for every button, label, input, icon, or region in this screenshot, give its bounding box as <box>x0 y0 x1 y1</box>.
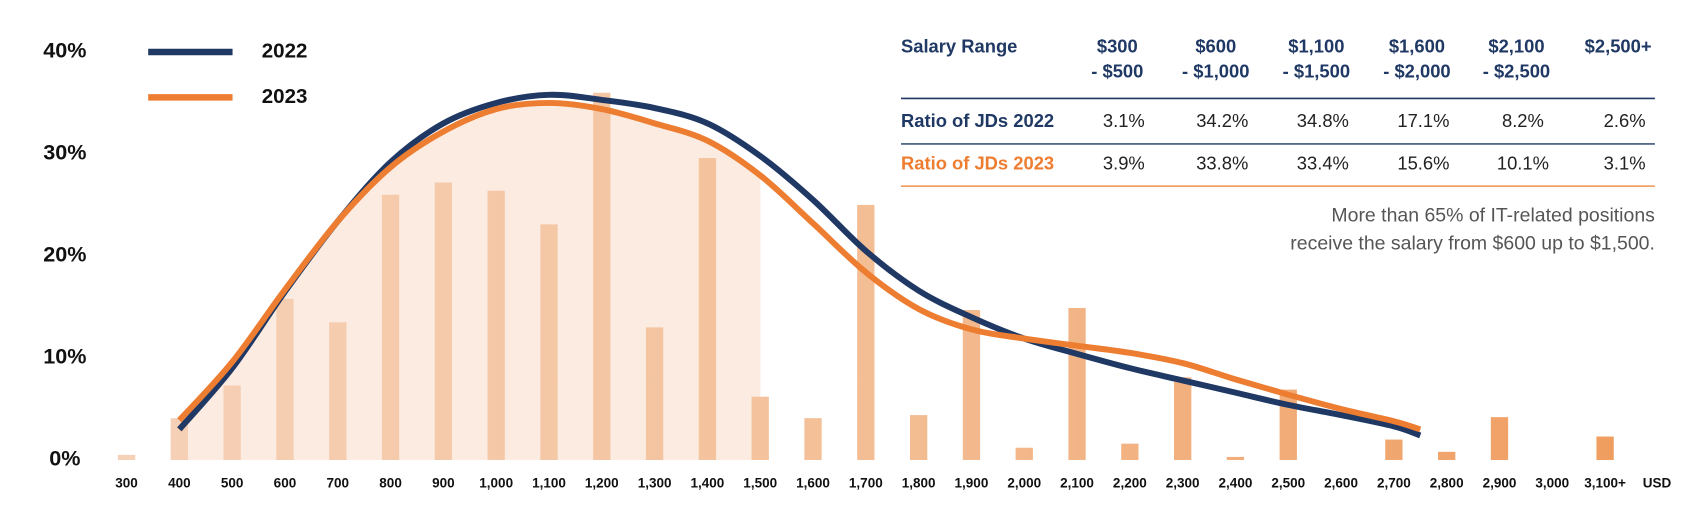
bar <box>381 194 400 460</box>
table-cell: 15.6% <box>1397 152 1449 173</box>
legend-label: 2023 <box>262 85 308 108</box>
bar <box>1068 307 1086 460</box>
table-header: - $1,000 <box>1182 60 1249 81</box>
bar <box>1596 436 1614 460</box>
table-row-label: Ratio of JDs 2023 <box>901 152 1054 173</box>
legend-label: 2022 <box>262 39 308 62</box>
x-tick-label: 1,900 <box>955 475 989 490</box>
table-cell: 3.9% <box>1103 152 1145 173</box>
bar <box>329 322 347 460</box>
x-tick-label: 1,200 <box>585 475 619 490</box>
table-cell: 34.8% <box>1297 110 1349 131</box>
bar <box>276 298 294 460</box>
x-tick-label: 600 <box>274 475 297 490</box>
bar <box>1015 447 1033 460</box>
table-cell: 2.6% <box>1604 110 1646 131</box>
line <box>177 99 1422 433</box>
x-tick-label: 1,300 <box>638 475 672 490</box>
bar <box>540 224 558 460</box>
x-tick-label: 2,600 <box>1324 475 1358 490</box>
x-tick-label: 2,400 <box>1219 475 1253 490</box>
x-tick-label: 700 <box>326 475 349 490</box>
y-tick-label: 10% <box>43 344 86 369</box>
table-header: $2,100 <box>1488 35 1544 56</box>
x-tick-label: 900 <box>432 475 455 490</box>
table-cell: 3.1% <box>1604 152 1646 173</box>
note: More than 65% of IT-related positions <box>1331 205 1655 227</box>
table-header: - $2,000 <box>1383 60 1450 81</box>
x-tick-label: 2,100 <box>1060 475 1094 490</box>
x-tick-label: 2,700 <box>1377 475 1411 490</box>
bar <box>962 310 981 460</box>
x-tick-label: 2,000 <box>1007 475 1041 490</box>
x-tick-label: 1,800 <box>902 475 936 490</box>
bar <box>909 415 928 460</box>
shaded-area <box>179 102 761 460</box>
x-tick-label: 3,100+ <box>1584 475 1626 490</box>
table-header: $2,500+ <box>1585 35 1652 56</box>
plot: 0% 10% 20% 30% 40% 300 400 500 600 700 800 900 1,000… <box>43 35 1671 490</box>
table-cell: 33.4% <box>1297 152 1349 173</box>
x-tick-label: 1,100 <box>532 475 566 490</box>
table-header: $1,100 <box>1288 35 1344 56</box>
x-tick-label: 2,900 <box>1483 475 1517 490</box>
table-header: - $500 <box>1091 60 1143 81</box>
y-tick-label: 40% <box>43 38 86 63</box>
table-header: $600 <box>1195 35 1236 56</box>
x-tick-label: 1,400 <box>691 475 725 490</box>
y-tick-label: 30% <box>43 140 86 165</box>
bar <box>487 190 505 460</box>
bar <box>698 158 717 460</box>
bar <box>1121 443 1139 460</box>
table-cell: 10.1% <box>1497 152 1549 173</box>
bar <box>1226 456 1245 460</box>
y-tick-label: 20% <box>43 242 86 267</box>
x-tick-label: 800 <box>379 475 402 490</box>
bar <box>434 182 453 460</box>
y-tick-label: 0% <box>49 446 80 471</box>
x-tick-label: 1,700 <box>849 475 883 490</box>
table-cell: 8.2% <box>1502 110 1544 131</box>
table-header: $1,600 <box>1389 35 1445 56</box>
x-unit: USD <box>1643 475 1672 490</box>
x-tick-label: 2,300 <box>1166 475 1200 490</box>
x-tick-label: 3,000 <box>1535 475 1569 490</box>
bar <box>593 92 611 460</box>
bar <box>117 454 136 460</box>
table-header: - $2,500 <box>1483 60 1550 81</box>
table-cell: 17.1% <box>1397 110 1449 131</box>
x-tick-label: 2,200 <box>1113 475 1147 490</box>
bar <box>1438 451 1456 460</box>
bar <box>804 418 822 460</box>
x-tick-label: 2,500 <box>1271 475 1305 490</box>
x-tick-label: 2,800 <box>1430 475 1464 490</box>
note: receive the salary from $600 up to $1,50… <box>1290 233 1655 255</box>
bar <box>751 396 769 460</box>
table-header: - $1,500 <box>1283 60 1350 81</box>
bar <box>1490 417 1509 460</box>
x-tick-label: 300 <box>115 475 138 490</box>
x-tick-label: 400 <box>168 475 191 490</box>
table-header: Salary Range <box>901 35 1017 56</box>
x-tick-label: 1,000 <box>479 475 513 490</box>
bar <box>223 385 241 460</box>
bar <box>1385 439 1403 460</box>
table-cell: 33.8% <box>1196 152 1248 173</box>
table-row-label: Ratio of JDs 2022 <box>901 110 1054 131</box>
table-cell: 34.2% <box>1196 110 1248 131</box>
x-tick-label: 1,600 <box>796 475 830 490</box>
bar <box>645 327 664 460</box>
bar <box>1279 389 1297 460</box>
table-header: $300 <box>1097 35 1138 56</box>
x-tick-label: 1,500 <box>743 475 777 490</box>
table-cell: 3.1% <box>1103 110 1145 131</box>
x-tick-label: 500 <box>221 475 244 490</box>
bar <box>1174 377 1192 460</box>
